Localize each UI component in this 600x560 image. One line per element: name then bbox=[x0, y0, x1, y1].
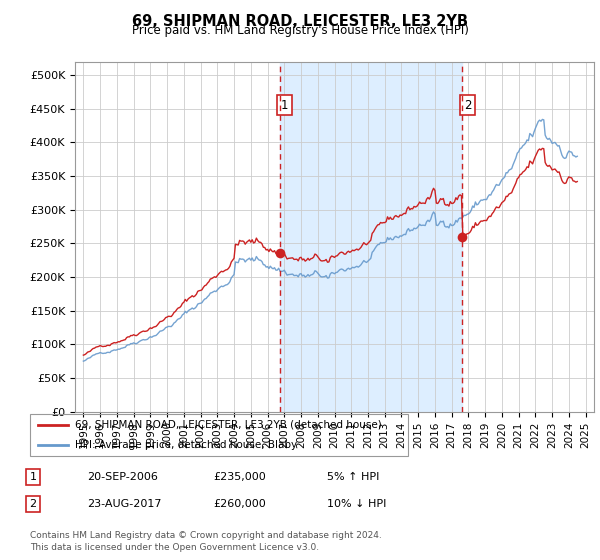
Text: Contains HM Land Registry data © Crown copyright and database right 2024.
This d: Contains HM Land Registry data © Crown c… bbox=[30, 531, 382, 552]
Text: Price paid vs. HM Land Registry's House Price Index (HPI): Price paid vs. HM Land Registry's House … bbox=[131, 24, 469, 37]
Text: 2: 2 bbox=[464, 99, 471, 112]
Text: 1: 1 bbox=[281, 99, 289, 112]
Text: 1: 1 bbox=[29, 472, 37, 482]
Text: HPI: Average price, detached house, Blaby: HPI: Average price, detached house, Blab… bbox=[76, 440, 298, 450]
Bar bbox=[280, 62, 463, 412]
Text: 2: 2 bbox=[29, 499, 37, 509]
Text: 10% ↓ HPI: 10% ↓ HPI bbox=[327, 499, 386, 509]
Text: £235,000: £235,000 bbox=[213, 472, 266, 482]
Text: 20-SEP-2006: 20-SEP-2006 bbox=[87, 472, 158, 482]
Text: 5% ↑ HPI: 5% ↑ HPI bbox=[327, 472, 379, 482]
Text: 69, SHIPMAN ROAD, LEICESTER, LE3 2YB (detached house): 69, SHIPMAN ROAD, LEICESTER, LE3 2YB (de… bbox=[76, 420, 382, 430]
Text: £260,000: £260,000 bbox=[213, 499, 266, 509]
Text: 23-AUG-2017: 23-AUG-2017 bbox=[87, 499, 161, 509]
Text: 69, SHIPMAN ROAD, LEICESTER, LE3 2YB: 69, SHIPMAN ROAD, LEICESTER, LE3 2YB bbox=[132, 14, 468, 29]
